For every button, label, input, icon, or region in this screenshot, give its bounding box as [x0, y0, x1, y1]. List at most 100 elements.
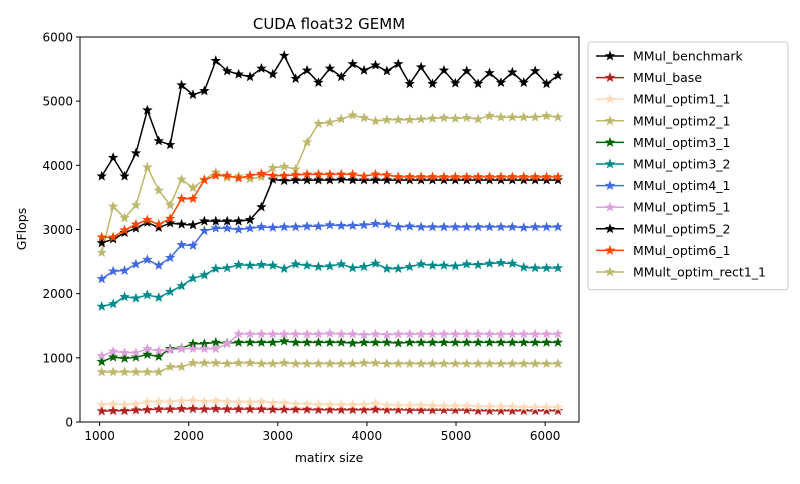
data-point	[279, 335, 290, 346]
data-point	[107, 405, 119, 416]
data-point	[336, 328, 347, 339]
data-point	[381, 404, 393, 415]
data-point	[153, 259, 164, 270]
data-point	[404, 220, 415, 231]
data-point	[187, 89, 199, 100]
data-point	[427, 404, 438, 415]
legend-label: MMul_optim3_2	[633, 157, 731, 172]
data-point	[450, 404, 461, 415]
data-point	[541, 336, 552, 347]
data-point	[199, 396, 210, 406]
data-point	[404, 171, 415, 182]
data-point	[336, 113, 347, 124]
data-point	[164, 217, 176, 228]
data-point	[427, 400, 438, 411]
data-point	[484, 171, 495, 182]
legend-label: MMul_benchmark	[633, 49, 744, 64]
data-point	[324, 404, 336, 415]
data-point	[187, 219, 199, 230]
data-point	[187, 240, 199, 250]
data-point	[393, 174, 404, 185]
data-point	[347, 58, 358, 69]
data-point	[187, 403, 199, 414]
data-point	[438, 336, 450, 347]
data-point	[222, 222, 233, 233]
data-point	[381, 329, 393, 340]
data-point	[461, 112, 472, 123]
data-point	[518, 77, 529, 87]
data-point	[472, 328, 484, 339]
data-point	[199, 403, 210, 414]
data-point	[256, 221, 267, 232]
data-point	[336, 336, 347, 347]
data-point	[267, 328, 279, 339]
data-point	[427, 328, 438, 339]
legend-label: MMult_optim_rect1_1	[633, 265, 766, 280]
data-point	[313, 220, 324, 231]
data-point	[187, 193, 199, 204]
data-point	[336, 404, 347, 415]
data-point	[324, 327, 336, 338]
data-point	[438, 171, 450, 182]
data-point	[267, 170, 279, 181]
data-point	[222, 396, 233, 406]
data-point	[279, 175, 290, 186]
data-point	[244, 328, 256, 339]
data-point	[301, 168, 313, 179]
data-point	[267, 259, 279, 270]
data-point	[119, 170, 130, 181]
data-point	[450, 328, 461, 339]
data-point	[313, 174, 324, 185]
data-point	[96, 350, 107, 361]
data-point	[415, 174, 427, 185]
data-point	[176, 395, 187, 406]
data-point	[313, 168, 324, 179]
data-point	[153, 184, 164, 195]
data-point	[267, 397, 279, 408]
series-MMul_optim5_1	[96, 327, 564, 361]
data-point	[541, 110, 552, 121]
data-point	[130, 258, 142, 269]
data-point	[244, 170, 256, 181]
data-point	[450, 221, 461, 232]
data-point	[427, 113, 438, 123]
data-point	[324, 399, 336, 410]
data-point	[347, 404, 358, 415]
data-point	[324, 260, 336, 271]
data-point	[301, 358, 313, 369]
data-point	[358, 64, 370, 75]
data-point	[484, 328, 495, 339]
series-MMul_optim3_1	[96, 335, 564, 367]
data-point	[461, 174, 472, 185]
data-point	[256, 358, 267, 369]
data-point	[472, 113, 484, 124]
data-point	[347, 358, 358, 369]
data-point	[244, 403, 256, 414]
legend-item: MMul_optim5_1	[596, 200, 731, 215]
data-point	[370, 328, 381, 339]
data-point	[187, 357, 199, 368]
data-point	[495, 405, 507, 416]
data-point	[290, 258, 301, 269]
data-point	[472, 171, 484, 182]
data-point	[472, 221, 484, 232]
data-point	[347, 328, 358, 339]
data-point	[107, 231, 119, 242]
data-point	[336, 168, 347, 179]
data-point	[176, 79, 187, 90]
data-point	[370, 397, 381, 408]
data-point	[279, 404, 290, 414]
data-point	[279, 170, 290, 181]
data-point	[256, 168, 267, 179]
data-point	[495, 77, 507, 87]
legend-label: MMul_optim2_1	[633, 113, 731, 128]
data-point	[484, 336, 495, 347]
data-point	[358, 404, 370, 415]
data-point	[153, 292, 164, 302]
data-point	[222, 262, 233, 273]
legend-swatch-marker	[604, 180, 616, 191]
data-point	[301, 259, 313, 270]
series-MMul_optim1_1	[96, 394, 564, 412]
data-point	[176, 218, 187, 229]
data-point	[404, 114, 415, 125]
